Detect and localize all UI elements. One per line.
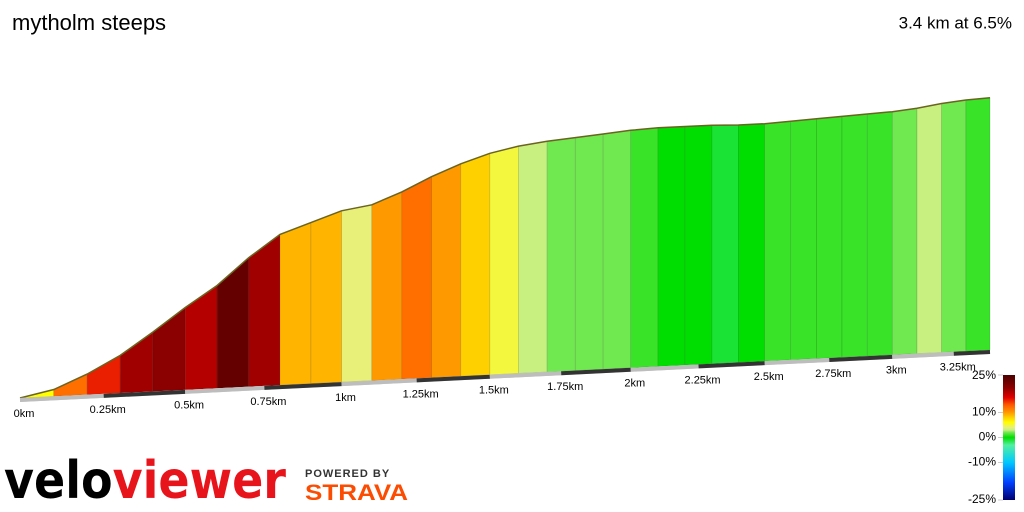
profile bbox=[19, 96, 991, 399]
x-tick-label: 0.25km bbox=[90, 404, 126, 416]
logo: veloviewer bbox=[4, 451, 286, 511]
gradient-slice bbox=[916, 103, 942, 354]
gradient-slice bbox=[630, 127, 659, 369]
base-segment bbox=[698, 361, 765, 369]
x-tick-label: 0km bbox=[14, 408, 35, 420]
gradient-slice bbox=[841, 113, 868, 358]
base-segment bbox=[103, 389, 186, 398]
x-tick-label: 2.25km bbox=[685, 374, 721, 386]
gradient-slice bbox=[86, 354, 121, 395]
gradient-slice bbox=[310, 210, 342, 384]
chart-subtitle: 3.4 km at 6.5% bbox=[899, 13, 1012, 32]
gradient-slice bbox=[816, 116, 843, 359]
gradient-slice bbox=[790, 118, 817, 361]
gradient-slice bbox=[574, 133, 604, 371]
base-segment bbox=[264, 382, 342, 390]
colorbar-tick-label: 0% bbox=[979, 430, 997, 444]
gradient-slice bbox=[184, 284, 218, 391]
gradient-slice bbox=[119, 331, 154, 394]
gradient-slice bbox=[891, 107, 918, 356]
base-segment bbox=[341, 378, 417, 387]
gradient-slice bbox=[518, 140, 548, 374]
base-segment bbox=[19, 393, 104, 402]
gradient-slice bbox=[341, 204, 373, 383]
gradient-slice bbox=[602, 129, 632, 370]
colorbar-tick-label: 25% bbox=[972, 368, 996, 382]
gradient-slice bbox=[279, 222, 312, 386]
x-tick-label: 2.5km bbox=[754, 371, 784, 383]
gradient-slice bbox=[248, 233, 281, 387]
gradient-slice bbox=[489, 145, 519, 376]
logo-viewer: viewer bbox=[113, 451, 287, 511]
colorbar-tick-label: -25% bbox=[968, 492, 996, 506]
colorbar-tick-label: 10% bbox=[972, 405, 996, 419]
x-tick-label: 0.75km bbox=[250, 396, 286, 408]
logo-velo: velo bbox=[4, 451, 113, 511]
x-tick-label: 2km bbox=[624, 378, 645, 390]
gradient-slice bbox=[657, 126, 686, 367]
gradient-slice bbox=[431, 163, 462, 378]
x-tick-label: 0.5km bbox=[174, 400, 204, 412]
base-segment bbox=[630, 364, 699, 372]
gradient-slice bbox=[866, 111, 893, 357]
x-tick-label: 2.75km bbox=[815, 368, 851, 380]
base-segment bbox=[489, 371, 562, 379]
base-segment bbox=[185, 385, 265, 394]
colorbar bbox=[1003, 375, 1015, 500]
gradient-slice bbox=[216, 257, 250, 389]
x-tick-label: 1km bbox=[335, 392, 356, 404]
x-tick-label: 3.25km bbox=[940, 362, 976, 374]
gradient-slice bbox=[53, 373, 88, 397]
gradient-slice bbox=[711, 124, 739, 365]
x-tick-label: 1.5km bbox=[479, 385, 509, 397]
strava-logo: STRAVA bbox=[305, 480, 408, 505]
gradient-slice bbox=[941, 99, 967, 353]
powered-by: POWERED BY bbox=[305, 468, 390, 480]
base-segment bbox=[561, 367, 631, 376]
gradient-slice bbox=[401, 176, 432, 380]
x-tick-label: 1.75km bbox=[547, 381, 583, 393]
gradient-slice bbox=[460, 152, 491, 377]
chart-title: mytholm steeps bbox=[12, 10, 166, 35]
x-tick-label: 3km bbox=[886, 365, 907, 377]
gradient-slice bbox=[965, 97, 991, 352]
base-segment bbox=[953, 350, 991, 356]
gradient-slice bbox=[684, 124, 713, 366]
colorbar-tick-label: -10% bbox=[968, 455, 996, 469]
gradient-slice bbox=[764, 120, 792, 362]
profile-line bbox=[19, 96, 991, 399]
gradient-slice bbox=[371, 191, 403, 381]
base-segment bbox=[764, 357, 830, 366]
base-segment bbox=[829, 354, 893, 362]
gradient-slice bbox=[738, 123, 766, 363]
x-tick-label: 1.25km bbox=[403, 388, 439, 400]
base-segment bbox=[892, 351, 954, 359]
gradient-slice bbox=[546, 137, 576, 373]
base-segment bbox=[416, 374, 490, 383]
